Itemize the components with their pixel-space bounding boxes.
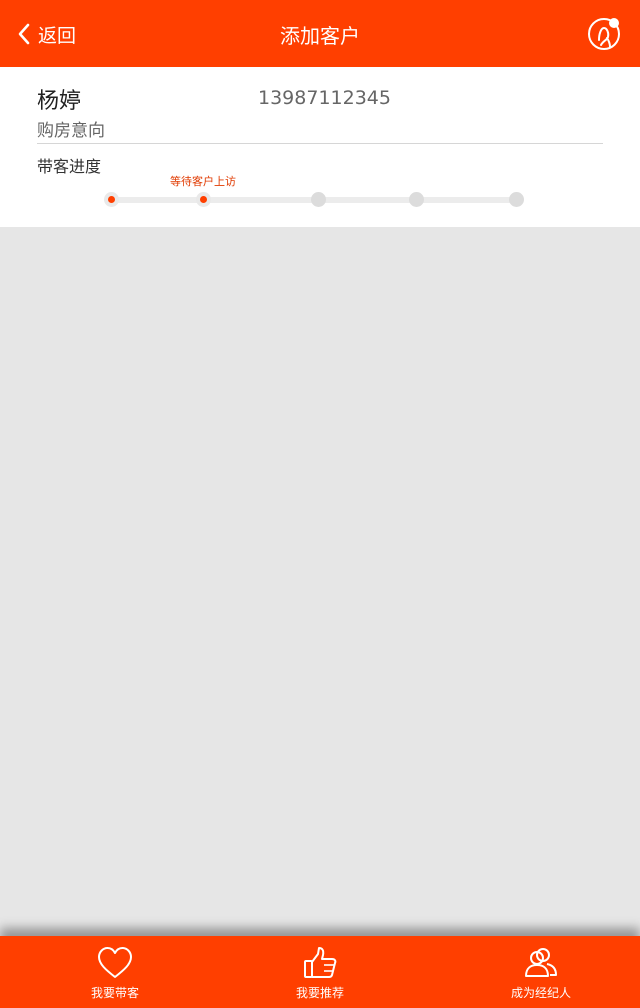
tab-label: 成为经纪人	[510, 986, 571, 1000]
tab-become-agent[interactable]: 成为经纪人	[471, 936, 611, 1008]
user-profile-icon	[588, 18, 620, 50]
chevron-left-icon	[18, 23, 30, 45]
progress-step	[104, 192, 119, 207]
progress-step	[509, 192, 524, 207]
tab-label: 我要带客	[90, 986, 139, 1000]
page-title: 添加客户	[280, 24, 360, 48]
app-header: 返回 添加客户	[0, 0, 640, 67]
tab-bring-customer[interactable]: 我要带客	[45, 936, 185, 1008]
back-label: 返回	[38, 24, 77, 47]
divider	[37, 143, 603, 144]
customer-name: 杨婷	[37, 89, 82, 114]
customer-phone: 13987112345	[258, 87, 391, 109]
purchase-intent-label: 购房意向	[37, 121, 105, 141]
progress-step	[409, 192, 424, 207]
current-step-caption: 等待客户上访	[170, 175, 236, 188]
thumbs-up-icon	[304, 947, 337, 978]
customer-card: 杨婷 13987112345 购房意向 带客进度 等待客户上访	[0, 67, 640, 227]
progress-label: 带客进度	[37, 157, 102, 176]
profile-button[interactable]	[586, 16, 622, 52]
progress-step	[311, 192, 326, 207]
tab-recommend[interactable]: 我要推荐	[250, 936, 390, 1008]
progress-step	[196, 192, 211, 207]
bottom-tab-bar: 我要带客 我要推荐 成为经纪人	[0, 936, 640, 1008]
heart-icon	[98, 947, 132, 978]
tab-label: 我要推荐	[295, 986, 344, 1000]
back-button[interactable]: 返回	[16, 18, 76, 50]
users-icon	[525, 948, 557, 977]
